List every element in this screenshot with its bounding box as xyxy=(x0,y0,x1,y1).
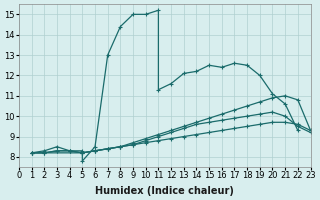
X-axis label: Humidex (Indice chaleur): Humidex (Indice chaleur) xyxy=(95,186,234,196)
